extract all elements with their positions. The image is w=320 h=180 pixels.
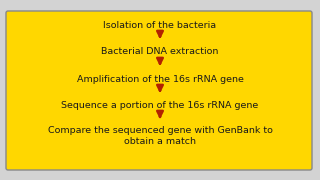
Text: Isolation of the bacteria: Isolation of the bacteria (103, 21, 217, 30)
Text: Bacterial DNA extraction: Bacterial DNA extraction (101, 48, 219, 57)
Text: Sequence a portion of the 16s rRNA gene: Sequence a portion of the 16s rRNA gene (61, 102, 259, 111)
FancyBboxPatch shape (6, 11, 312, 170)
Text: Compare the sequenced gene with GenBank to
obtain a match: Compare the sequenced gene with GenBank … (48, 126, 272, 146)
Text: Amplification of the 16s rRNA gene: Amplification of the 16s rRNA gene (76, 75, 244, 84)
